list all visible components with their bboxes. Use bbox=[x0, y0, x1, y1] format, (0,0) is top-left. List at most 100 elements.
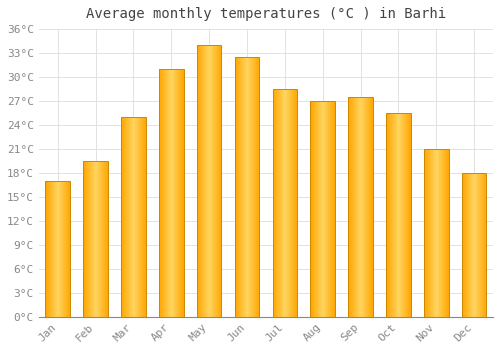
Bar bbox=[68, 181, 69, 317]
Bar bbox=[316, 101, 317, 317]
Bar bbox=[442, 149, 443, 317]
Bar bbox=[162, 69, 164, 317]
Bar bbox=[389, 113, 390, 317]
Bar bbox=[159, 69, 184, 317]
Bar bbox=[278, 89, 280, 317]
Bar bbox=[474, 173, 476, 317]
Bar bbox=[249, 57, 250, 317]
Bar bbox=[409, 113, 410, 317]
Bar bbox=[357, 97, 358, 317]
Bar bbox=[166, 69, 167, 317]
Bar bbox=[399, 113, 400, 317]
Bar bbox=[60, 181, 61, 317]
Bar bbox=[90, 161, 92, 317]
Bar bbox=[125, 117, 126, 317]
Bar bbox=[330, 101, 332, 317]
Bar bbox=[106, 161, 108, 317]
Bar bbox=[182, 69, 183, 317]
Bar bbox=[246, 57, 247, 317]
Bar bbox=[101, 161, 102, 317]
Bar bbox=[441, 149, 442, 317]
Bar bbox=[478, 173, 479, 317]
Bar bbox=[365, 97, 366, 317]
Bar bbox=[332, 101, 333, 317]
Bar bbox=[468, 173, 469, 317]
Bar bbox=[159, 69, 160, 317]
Bar bbox=[272, 89, 273, 317]
Bar bbox=[139, 117, 140, 317]
Bar bbox=[402, 113, 404, 317]
Bar bbox=[250, 57, 252, 317]
Bar bbox=[465, 173, 466, 317]
Bar bbox=[485, 173, 486, 317]
Bar bbox=[277, 89, 278, 317]
Bar bbox=[284, 89, 285, 317]
Bar bbox=[220, 45, 221, 317]
Bar bbox=[161, 69, 162, 317]
Bar bbox=[219, 45, 220, 317]
Bar bbox=[62, 181, 64, 317]
Bar bbox=[238, 57, 239, 317]
Bar bbox=[446, 149, 448, 317]
Bar bbox=[292, 89, 293, 317]
Bar bbox=[408, 113, 409, 317]
Bar bbox=[244, 57, 245, 317]
Bar bbox=[92, 161, 93, 317]
Bar bbox=[123, 117, 124, 317]
Bar bbox=[393, 113, 394, 317]
Title: Average monthly temperatures (°C ) in Barhi: Average monthly temperatures (°C ) in Ba… bbox=[86, 7, 446, 21]
Bar bbox=[293, 89, 294, 317]
Bar bbox=[103, 161, 104, 317]
Bar bbox=[137, 117, 138, 317]
Bar bbox=[391, 113, 392, 317]
Bar bbox=[234, 57, 260, 317]
Bar bbox=[98, 161, 100, 317]
Bar bbox=[426, 149, 427, 317]
Bar bbox=[58, 181, 59, 317]
Bar bbox=[176, 69, 177, 317]
Bar bbox=[129, 117, 130, 317]
Bar bbox=[310, 101, 311, 317]
Bar bbox=[200, 45, 201, 317]
Bar bbox=[438, 149, 440, 317]
Bar bbox=[209, 45, 210, 317]
Bar bbox=[202, 45, 203, 317]
Bar bbox=[443, 149, 444, 317]
Bar bbox=[97, 161, 98, 317]
Bar bbox=[290, 89, 291, 317]
Bar bbox=[440, 149, 441, 317]
Bar bbox=[218, 45, 219, 317]
Bar bbox=[167, 69, 168, 317]
Bar bbox=[358, 97, 360, 317]
Bar bbox=[84, 161, 108, 317]
Bar bbox=[427, 149, 428, 317]
Bar bbox=[312, 101, 313, 317]
Bar bbox=[198, 45, 200, 317]
Bar bbox=[434, 149, 435, 317]
Bar bbox=[390, 113, 391, 317]
Bar bbox=[472, 173, 473, 317]
Bar bbox=[296, 89, 297, 317]
Bar bbox=[462, 173, 463, 317]
Bar bbox=[211, 45, 212, 317]
Bar bbox=[348, 97, 349, 317]
Bar bbox=[404, 113, 405, 317]
Bar bbox=[256, 57, 257, 317]
Bar bbox=[87, 161, 88, 317]
Bar bbox=[354, 97, 355, 317]
Bar bbox=[138, 117, 139, 317]
Bar bbox=[178, 69, 180, 317]
Bar bbox=[314, 101, 316, 317]
Bar bbox=[94, 161, 95, 317]
Bar bbox=[466, 173, 468, 317]
Bar bbox=[132, 117, 133, 317]
Bar bbox=[140, 117, 141, 317]
Bar bbox=[405, 113, 406, 317]
Bar bbox=[168, 69, 169, 317]
Bar bbox=[121, 117, 146, 317]
Bar bbox=[471, 173, 472, 317]
Bar bbox=[430, 149, 432, 317]
Bar bbox=[310, 101, 335, 317]
Bar bbox=[371, 97, 372, 317]
Bar bbox=[86, 161, 87, 317]
